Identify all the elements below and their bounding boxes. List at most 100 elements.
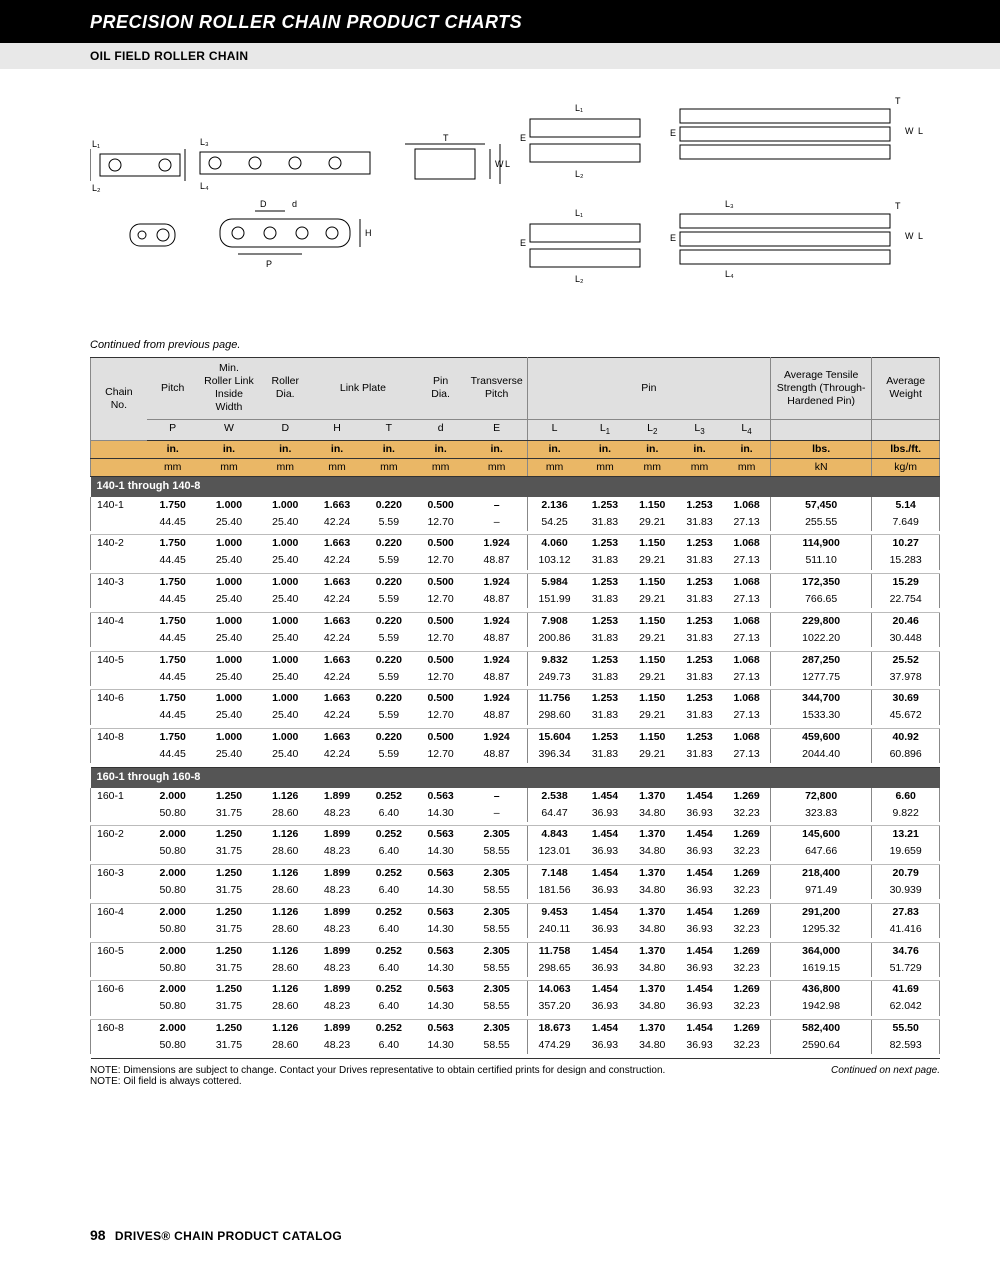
cell: 20.79 xyxy=(872,865,940,883)
cell: 32.23 xyxy=(723,882,770,899)
cell: 1.000 xyxy=(199,612,260,630)
cell: 31.83 xyxy=(581,552,628,569)
col-pitch: Pitch xyxy=(147,358,199,420)
chain-no: 160-2 xyxy=(91,826,147,844)
cell: 48.23 xyxy=(311,843,363,860)
cell: 396.34 xyxy=(527,746,581,763)
cell: 31.83 xyxy=(676,552,723,569)
cell: 9.822 xyxy=(872,805,940,822)
cell: 1.068 xyxy=(723,651,770,669)
cell: 45.672 xyxy=(872,707,940,724)
cell: 249.73 xyxy=(527,669,581,686)
cell: 28.60 xyxy=(259,805,311,822)
cell: 4.843 xyxy=(527,826,581,844)
spec-table: ChainNo. Pitch Min.Roller LinkInside Wid… xyxy=(90,357,940,1059)
cell: 50.80 xyxy=(147,998,199,1015)
cell: 0.252 xyxy=(363,826,415,844)
cell: 1.000 xyxy=(259,690,311,708)
cell: 1.269 xyxy=(723,981,770,999)
cell: 1.068 xyxy=(723,612,770,630)
cell: 32.23 xyxy=(723,921,770,938)
cell: 36.93 xyxy=(676,921,723,938)
cell: 36.93 xyxy=(676,805,723,822)
cell: 1.000 xyxy=(259,651,311,669)
cell: 32.23 xyxy=(723,960,770,977)
chain-no: 140-5 xyxy=(91,651,147,669)
cell: 7.148 xyxy=(527,865,581,883)
cell: 1.250 xyxy=(199,903,260,921)
svg-text:L₃: L₃ xyxy=(200,137,209,147)
cell: 1.899 xyxy=(311,981,363,999)
svg-text:L: L xyxy=(505,159,510,169)
col-weight: AverageWeight xyxy=(872,358,940,420)
cell: 1.750 xyxy=(147,535,199,553)
cell: 48.87 xyxy=(467,630,528,647)
cell: 27.83 xyxy=(872,903,940,921)
cell: 48.87 xyxy=(467,552,528,569)
cell: 1.150 xyxy=(629,690,676,708)
chain-no: 160-5 xyxy=(91,942,147,960)
cell: 1.663 xyxy=(311,497,363,514)
svg-text:P: P xyxy=(266,259,272,269)
cell: 1.454 xyxy=(581,1020,628,1038)
cell: 1.250 xyxy=(199,865,260,883)
svg-text:D: D xyxy=(260,199,267,209)
cell: 6.40 xyxy=(363,882,415,899)
cell: 48.87 xyxy=(467,707,528,724)
cell: 291,200 xyxy=(770,903,871,921)
cell: – xyxy=(467,805,528,822)
chain-diagrams: L₁ L₂ L₃ L₄ T W L xyxy=(90,89,940,329)
cell: 1.253 xyxy=(676,574,723,592)
cell: 474.29 xyxy=(527,1037,581,1054)
cell: 1277.75 xyxy=(770,669,871,686)
sym-d: d xyxy=(415,419,467,440)
cell: 1.250 xyxy=(199,826,260,844)
cell: 14.30 xyxy=(415,960,467,977)
cell: 1.000 xyxy=(199,729,260,747)
cell: 1.068 xyxy=(723,497,770,514)
cell: 48.87 xyxy=(467,746,528,763)
cell: 28.60 xyxy=(259,843,311,860)
cell: 0.500 xyxy=(415,651,467,669)
cell: 1022.20 xyxy=(770,630,871,647)
cell: 1.253 xyxy=(676,729,723,747)
svg-text:L₁: L₁ xyxy=(575,208,583,218)
cell: 12.70 xyxy=(415,746,467,763)
cell: 2.000 xyxy=(147,903,199,921)
cell: 48.87 xyxy=(467,591,528,608)
svg-text:H: H xyxy=(365,228,372,238)
cell: 1.150 xyxy=(629,651,676,669)
chain-no: 140-8 xyxy=(91,729,147,747)
cell: 1.000 xyxy=(259,574,311,592)
cell: 1.253 xyxy=(581,535,628,553)
cell: 82.593 xyxy=(872,1037,940,1054)
cell: 1.454 xyxy=(581,788,628,805)
cell: 50.80 xyxy=(147,843,199,860)
svg-text:E: E xyxy=(670,233,676,243)
cell: 31.83 xyxy=(676,707,723,724)
cell: 1.068 xyxy=(723,690,770,708)
cell: 1.000 xyxy=(199,651,260,669)
cell: 971.49 xyxy=(770,882,871,899)
cell: 58.55 xyxy=(467,998,528,1015)
chain-no: 160-4 xyxy=(91,903,147,921)
cell: 1295.32 xyxy=(770,921,871,938)
cell: 14.30 xyxy=(415,921,467,938)
cell: 1.000 xyxy=(199,535,260,553)
cell: 28.60 xyxy=(259,921,311,938)
cell: 1.000 xyxy=(259,729,311,747)
cell: 48.23 xyxy=(311,805,363,822)
cell: 2.305 xyxy=(467,865,528,883)
cell: 7.649 xyxy=(872,514,940,531)
cell: 123.01 xyxy=(527,843,581,860)
cell: 57,450 xyxy=(770,497,871,514)
cell: 103.12 xyxy=(527,552,581,569)
cell: 5.59 xyxy=(363,514,415,531)
cell: 36.93 xyxy=(581,882,628,899)
cell: 31.83 xyxy=(581,591,628,608)
cell: 1.000 xyxy=(199,497,260,514)
cell: 1.253 xyxy=(676,497,723,514)
cell: 15.283 xyxy=(872,552,940,569)
cell: 1.253 xyxy=(581,612,628,630)
page-footer: 98 DRIVES® CHAIN PRODUCT CATALOG xyxy=(0,1227,1000,1243)
